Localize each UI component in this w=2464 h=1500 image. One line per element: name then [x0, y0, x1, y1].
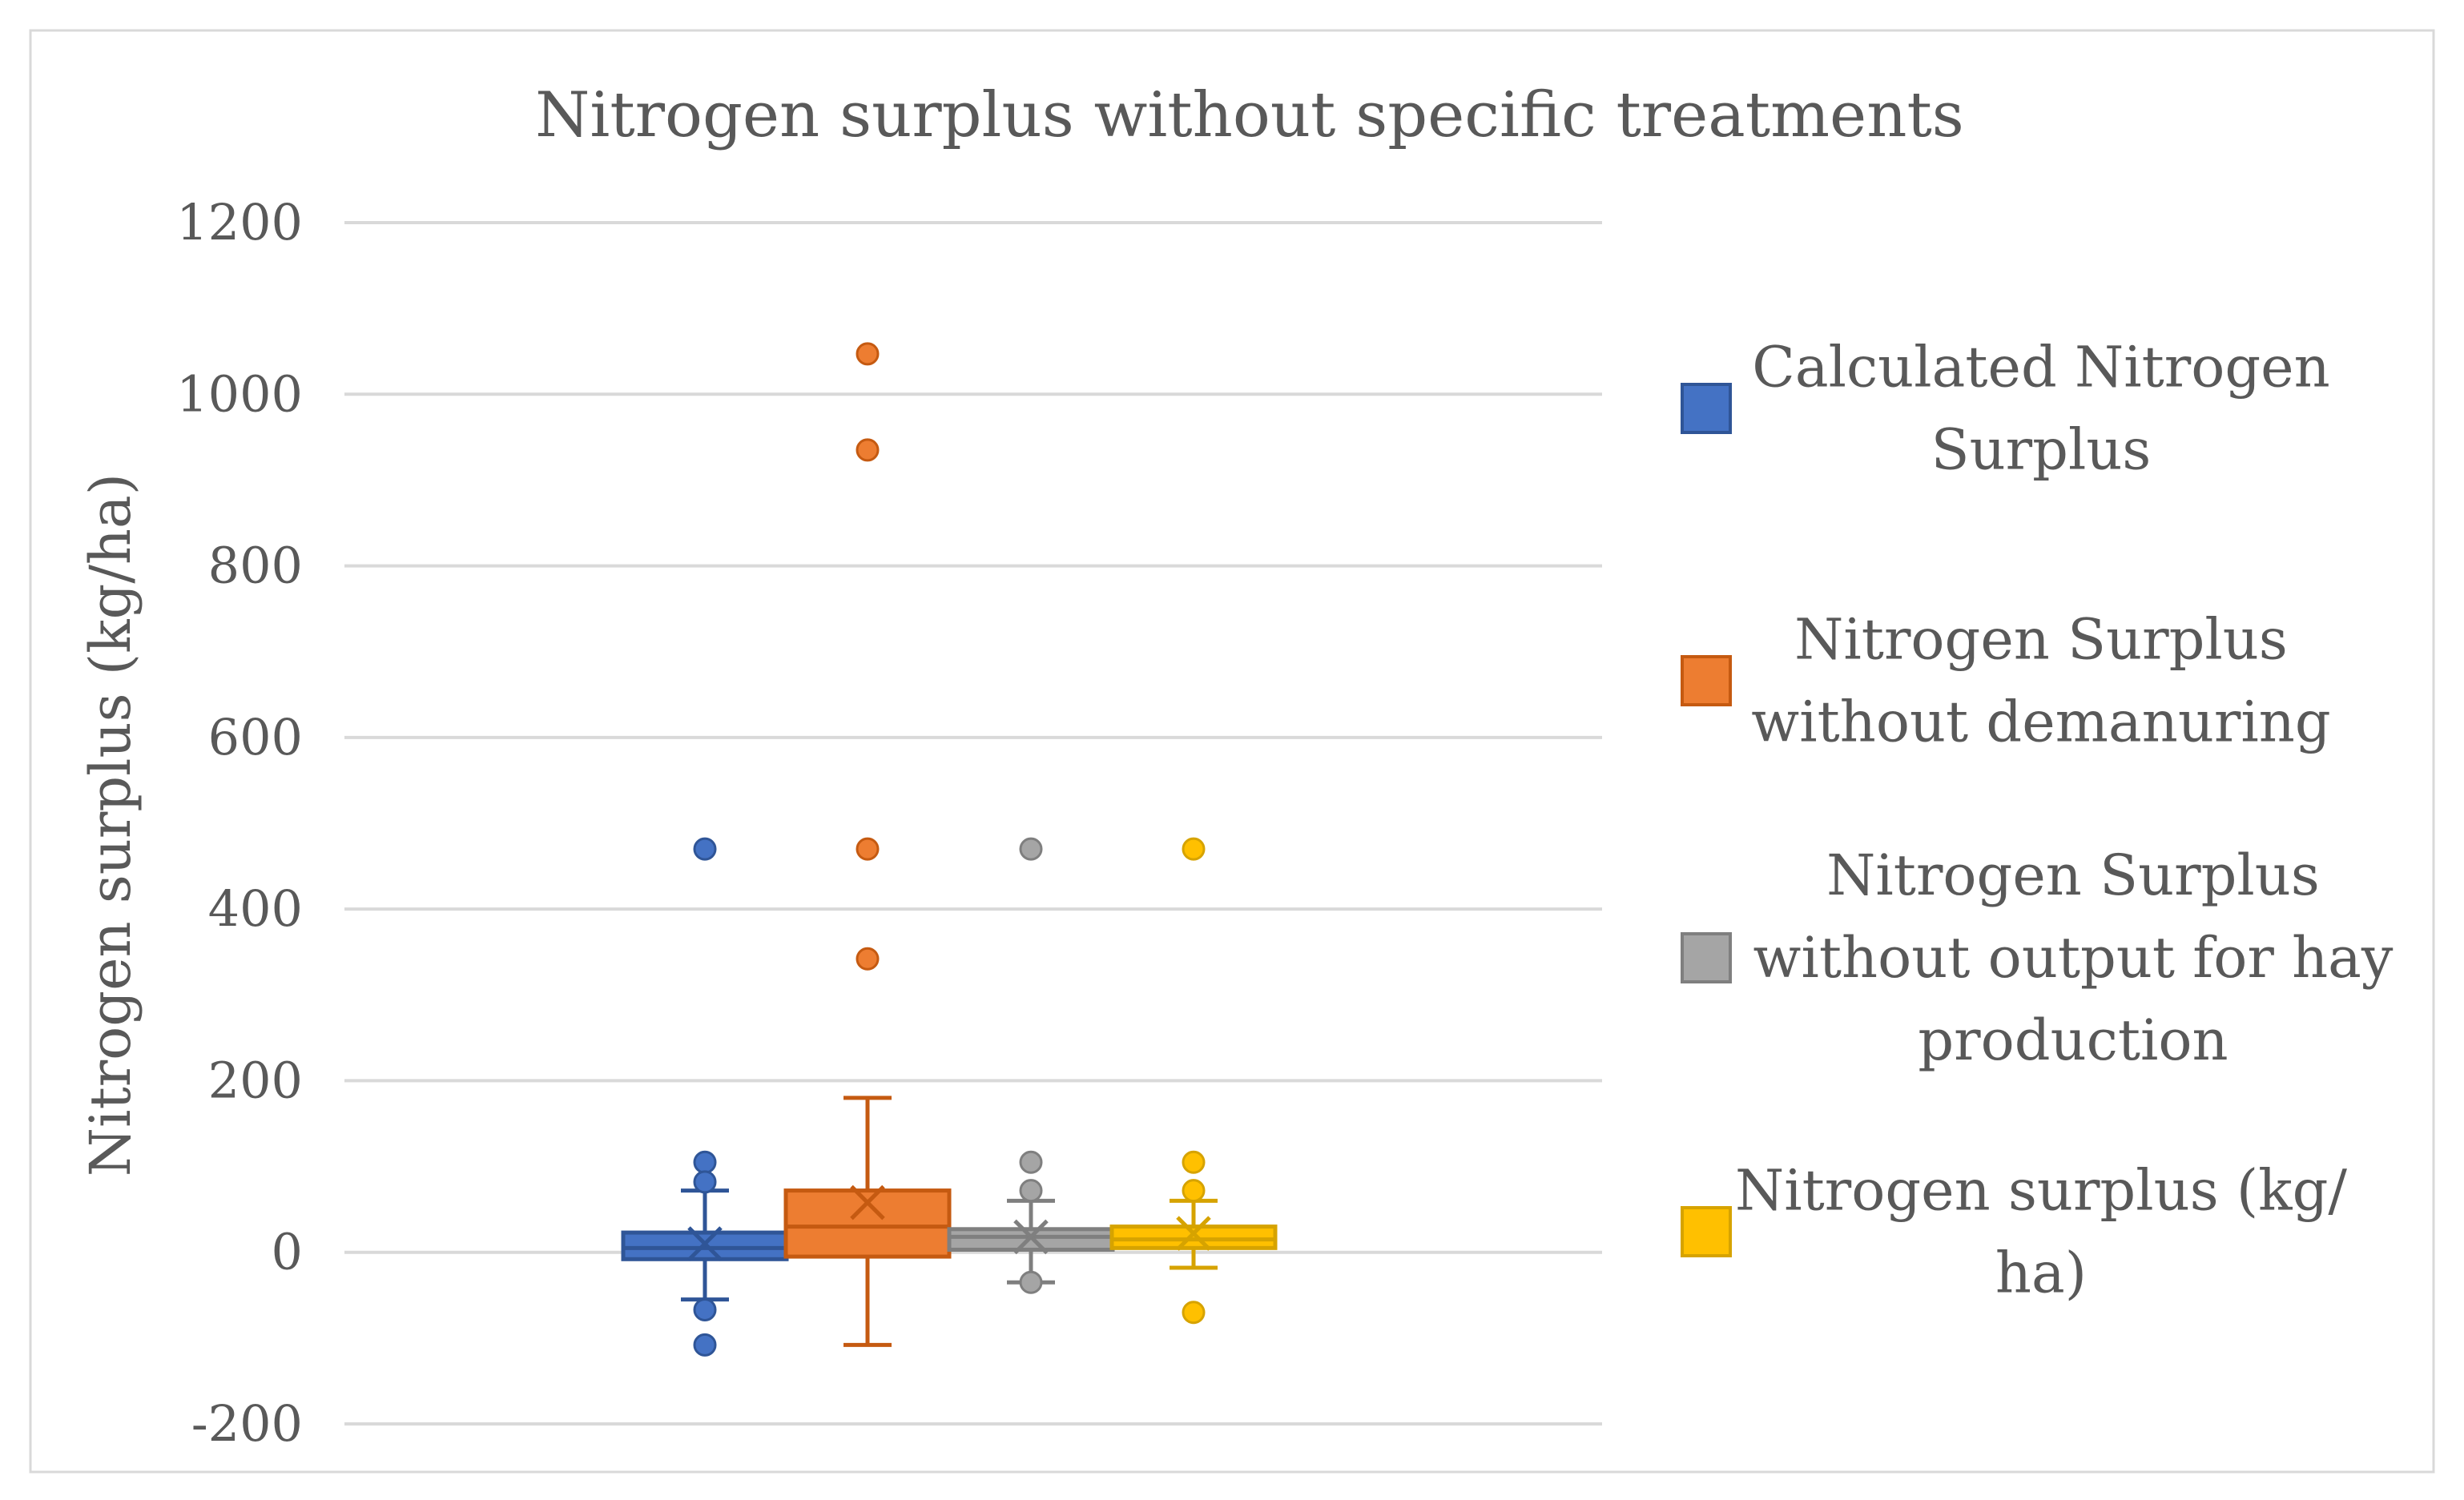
outlier-point — [1182, 837, 1206, 861]
outlier-point — [693, 1150, 717, 1174]
box-iqr — [1109, 1225, 1278, 1250]
y-tick-label: 200 — [208, 1051, 303, 1109]
y-tick-label: 400 — [208, 879, 303, 938]
legend-item-2: Nitrogen Surplus without demanuring — [1681, 607, 2331, 755]
plot-area — [621, 342, 1278, 1357]
outlier-point — [1182, 1150, 1206, 1174]
y-tick-label: 1200 — [176, 193, 303, 251]
y-tick-label: 1000 — [176, 364, 303, 423]
legend-swatch — [1681, 1206, 1732, 1257]
outlier-point — [693, 1170, 717, 1194]
legend-label-line: Surplus — [1931, 417, 2152, 483]
legend-item-3: Nitrogen Surplus without output for hay pr… — [1681, 842, 2394, 1073]
outlier-point — [693, 1298, 717, 1321]
outlier-point — [1182, 1179, 1206, 1203]
legend-label-line: production — [1918, 1007, 2228, 1073]
outlier-point — [1019, 1150, 1043, 1174]
outlier-point — [856, 947, 880, 971]
legend-item-4: Nitrogen surplus (kg/ha) — [1681, 1158, 2347, 1306]
y-tick-label: 800 — [208, 537, 303, 595]
box-series-2 — [783, 342, 952, 1347]
mean-marker — [1013, 1219, 1049, 1255]
legend-label-line: Nitrogen Surplus — [1794, 607, 2288, 673]
legend-swatch — [1681, 932, 1732, 983]
gridlines — [344, 221, 1602, 1426]
mean-marker — [850, 1184, 885, 1221]
legend-label-line: without demanuring — [1751, 690, 2330, 755]
box-series-4 — [1109, 837, 1278, 1325]
outlier-point — [856, 438, 880, 462]
outlier-point — [693, 837, 717, 861]
outlier-point — [693, 1333, 717, 1357]
outlier-point — [856, 837, 880, 861]
outlier-point — [856, 342, 880, 366]
mean-marker — [687, 1226, 723, 1261]
outlier-point — [1182, 1301, 1206, 1325]
y-tick-label: -200 — [191, 1394, 303, 1453]
y-tick-label: 600 — [208, 708, 303, 766]
legend-label-line: Nitrogen surplus (kg/ — [1735, 1158, 2347, 1224]
mean-marker — [1176, 1216, 1211, 1251]
box-series-3 — [947, 837, 1115, 1294]
legend: Calculated Nitrogen Surplus Nitrogen Surpl… — [1681, 335, 2394, 1306]
y-axis-label: Nitrogen surplus (kg/ha) — [78, 473, 143, 1176]
legend-label-line: Calculated Nitrogen — [1752, 335, 2329, 400]
box-iqr — [783, 1188, 952, 1259]
legend-label-line: Nitrogen Surplus — [1826, 842, 2320, 908]
legend-item-1: Calculated Nitrogen Surplus — [1681, 335, 2330, 483]
outlier-point — [1019, 1179, 1043, 1203]
legend-label-line: without output for hay — [1753, 925, 2394, 991]
outlier-point — [1019, 1270, 1043, 1294]
outlier-point — [1019, 837, 1043, 861]
legend-swatch — [1681, 383, 1732, 434]
legend-label-line: ha) — [1995, 1241, 2087, 1306]
box-series-1 — [621, 837, 789, 1357]
chart-title: Nitrogen surplus without specific treatm… — [535, 79, 1964, 151]
legend-swatch — [1681, 655, 1732, 706]
y-tick-label: 0 — [272, 1223, 303, 1281]
y-axis-ticks: -200 0 200 400 600 800 1000 1200 — [176, 193, 303, 1453]
